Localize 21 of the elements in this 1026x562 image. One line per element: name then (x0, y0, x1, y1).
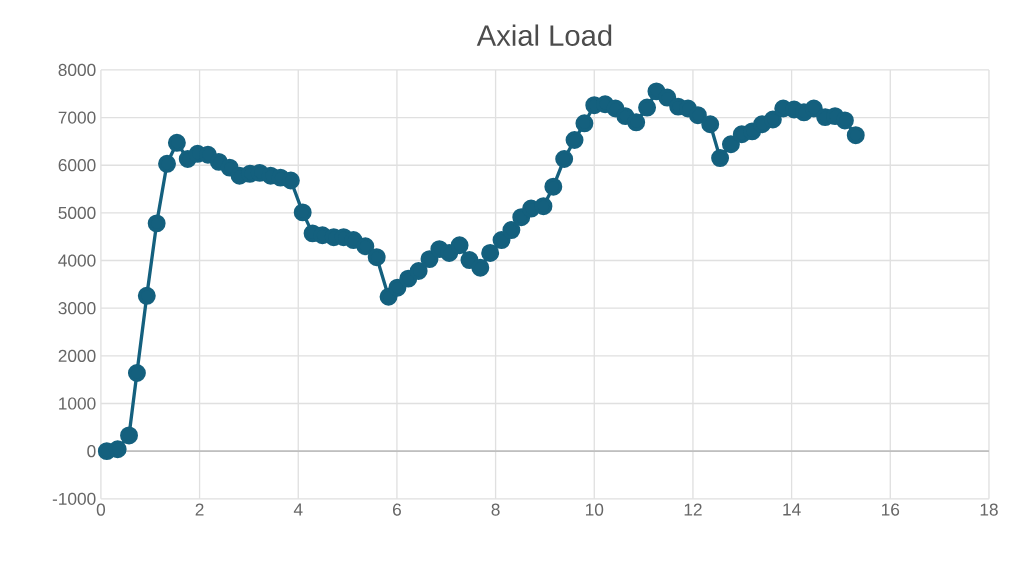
x-tick-label: 14 (783, 503, 801, 516)
x-tick-label: 2 (195, 503, 204, 516)
y-tick-label: 4000 (58, 254, 96, 267)
x-tick-label: 18 (980, 503, 998, 516)
x-tick-label: 8 (491, 503, 500, 516)
y-tick-label: -1000 (52, 492, 96, 505)
y-tick-label: 2000 (58, 349, 96, 362)
y-tick-label: 0 (87, 445, 96, 458)
y-tick-label: 6000 (58, 159, 96, 172)
x-tick-label: 10 (585, 503, 604, 516)
chart-title: Axial Load (476, 24, 612, 46)
x-tick-label: 6 (393, 503, 401, 516)
y-tick-label: 1000 (59, 397, 96, 410)
y-tick-label: 8000 (58, 63, 96, 77)
x-tick-label: 16 (882, 503, 900, 516)
y-tick-label: 7000 (58, 111, 96, 124)
x-tick-label: 0 (96, 503, 106, 516)
x-tick-label: 4 (293, 503, 303, 516)
x-tick-label: 12 (684, 503, 702, 516)
y-tick-label: 3000 (58, 302, 96, 315)
y-tick-label: 5000 (58, 206, 96, 220)
